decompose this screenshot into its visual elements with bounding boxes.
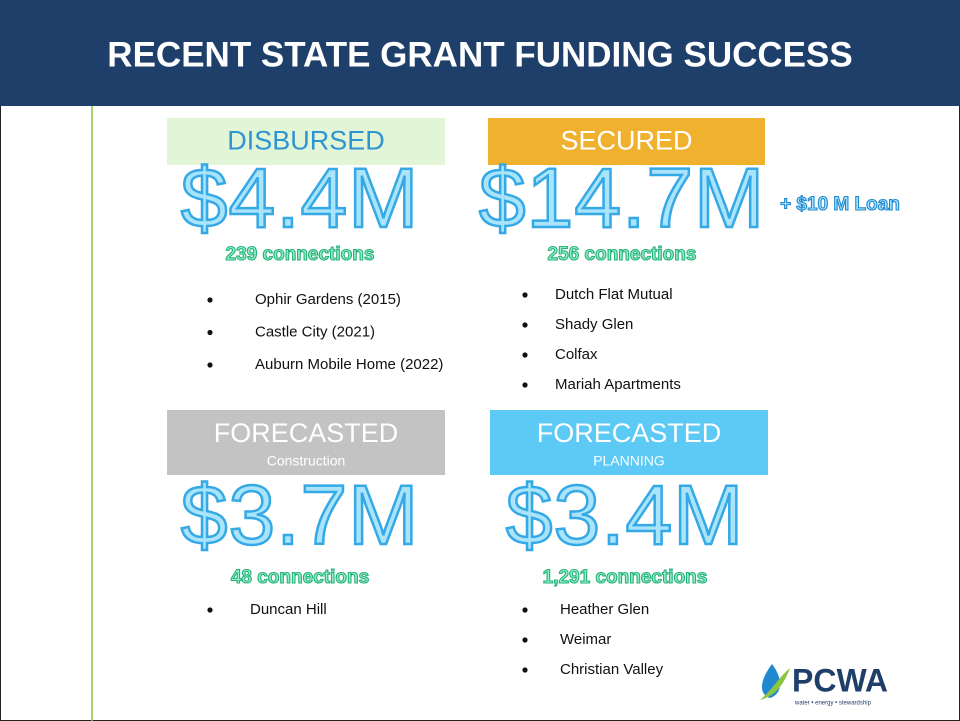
connections: 239 connections <box>226 244 375 265</box>
list-item: Christian Valley <box>560 661 664 678</box>
header-title: RECENT STATE GRANT FUNDING SUCCESS <box>107 35 852 74</box>
list-item: Weimar <box>560 631 611 648</box>
logo: PCWA water • energy • stewardship <box>760 662 888 707</box>
list-item: Heather Glen <box>560 601 649 618</box>
extra-note: + $10 M Loan <box>780 194 900 215</box>
logo-leaf <box>760 668 790 700</box>
panel-label: DISBURSED <box>227 126 385 156</box>
panel-header <box>490 410 768 475</box>
list-item: Colfax <box>555 346 598 363</box>
panel-header <box>167 410 445 475</box>
panel-label: FORECASTED <box>537 418 722 448</box>
bullet <box>522 352 528 358</box>
bullet <box>522 382 528 388</box>
panel-sublabel: PLANNING <box>593 453 665 469</box>
panel-label: FORECASTED <box>214 418 399 448</box>
list-item: Castle City (2021) <box>255 323 375 340</box>
connections: 48 connections <box>231 567 369 588</box>
bullet <box>522 292 528 298</box>
list-item: Auburn Mobile Home (2022) <box>255 356 443 373</box>
bullet <box>522 637 528 643</box>
amount: $4.4M <box>181 151 419 245</box>
logo-tagline: water • energy • stewardship <box>794 701 872 707</box>
panel-header <box>488 118 765 165</box>
bullet <box>522 607 528 613</box>
list-item: Dutch Flat Mutual <box>555 286 673 303</box>
amount: $3.4M <box>506 468 744 562</box>
logo-name: PCWA <box>792 662 888 698</box>
connections: 1,291 connections <box>543 567 708 588</box>
panel-label: SECURED <box>560 126 692 156</box>
bullet <box>522 322 528 328</box>
panel-sublabel: Construction <box>267 453 346 469</box>
header-bar <box>0 0 960 106</box>
bullet <box>207 297 213 303</box>
list-item: Shady Glen <box>555 316 633 333</box>
amount: $14.7M <box>479 151 765 245</box>
list-item: Duncan Hill <box>250 601 327 618</box>
list-item: Mariah Apartments <box>555 376 681 393</box>
bullet <box>207 607 213 613</box>
panel-header <box>167 118 445 165</box>
bullet <box>207 329 213 336</box>
bullet <box>207 362 213 368</box>
amount: $3.7M <box>181 468 419 562</box>
connections: 256 connections <box>548 244 697 265</box>
list-item: Ophir Gardens (2015) <box>255 291 401 308</box>
bullet <box>522 667 528 673</box>
